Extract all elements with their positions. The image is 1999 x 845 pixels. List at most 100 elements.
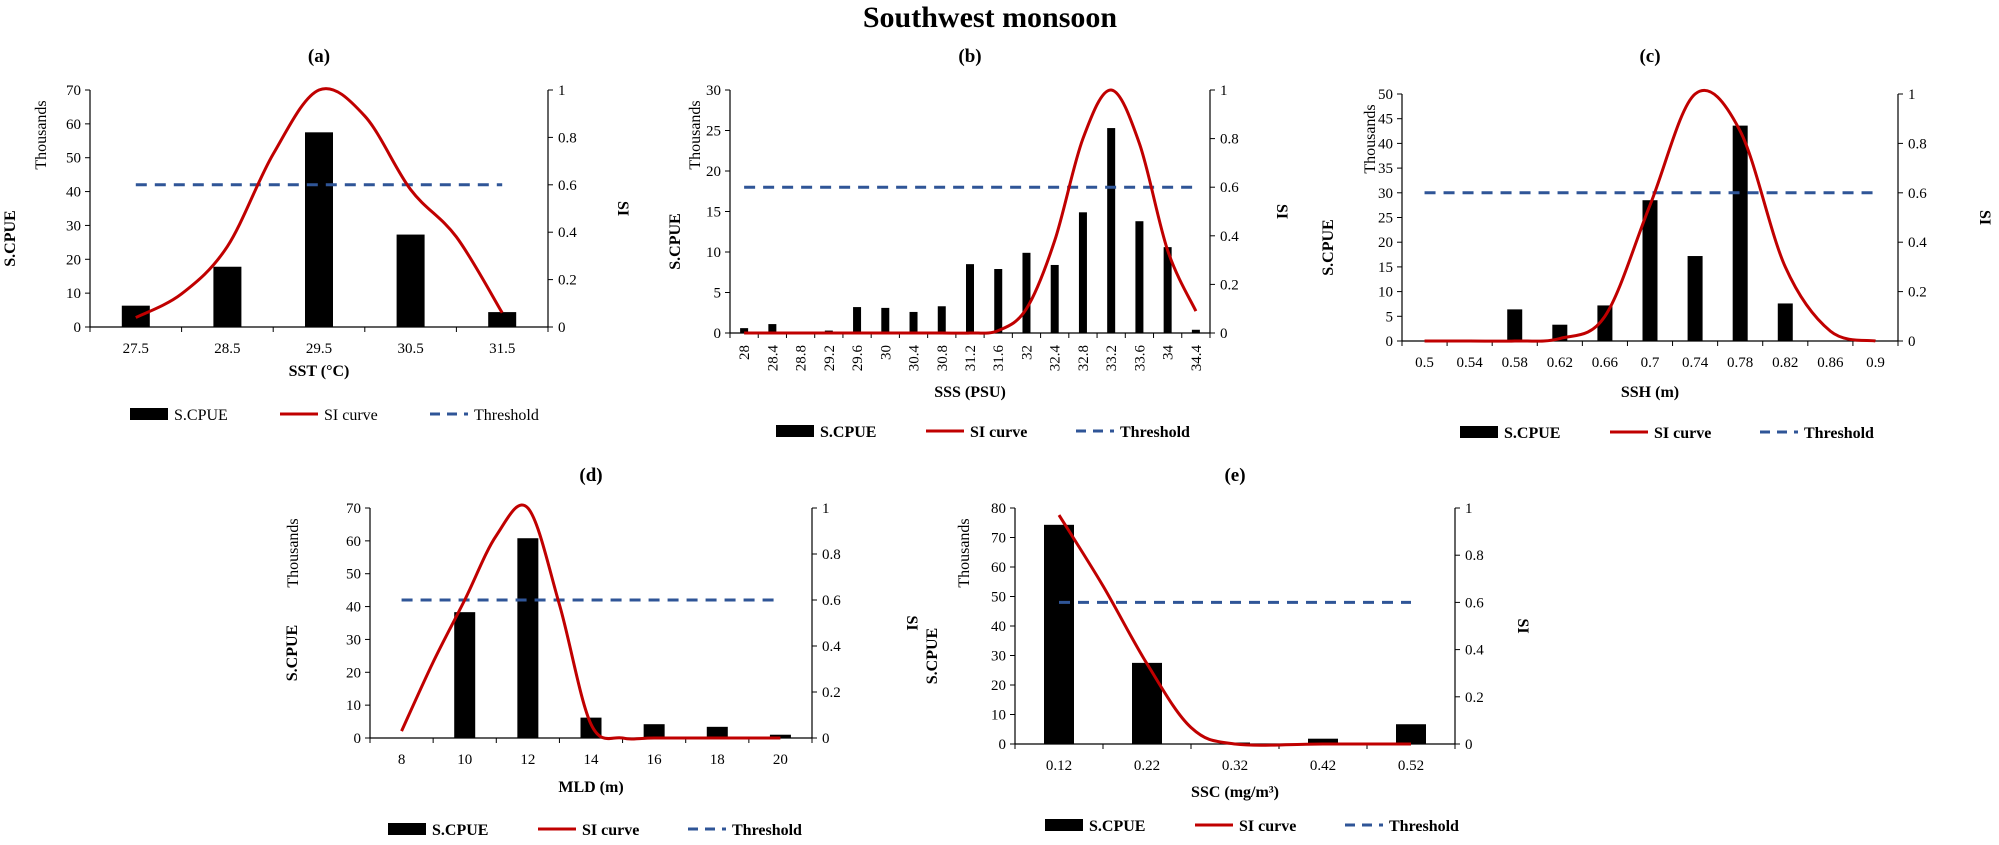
y-tick-label: 0 xyxy=(714,326,722,342)
x-tick-label: 0.62 xyxy=(1547,355,1573,371)
bar-0.82 xyxy=(1777,303,1793,341)
y-tick-label: 40 xyxy=(991,619,1006,635)
x-tick-label: 0.58 xyxy=(1502,355,1528,371)
panel-label-a: (a) xyxy=(308,46,330,67)
x-tick-label: 0.82 xyxy=(1772,355,1798,371)
y-tick-label: 50 xyxy=(346,567,361,583)
y-tick-label: 80 xyxy=(991,501,1006,517)
bar-0.66 xyxy=(1597,305,1613,341)
x-tick-label: 0.12 xyxy=(1046,758,1072,774)
y2-tick-label: 1 xyxy=(1220,83,1228,99)
y-tick-label: 60 xyxy=(991,560,1006,576)
y-tick-label: 60 xyxy=(346,534,361,550)
x-tick-label: 28 xyxy=(737,345,753,360)
legend-bar-label: S.CPUE xyxy=(1504,425,1560,442)
y-tick-label: 30 xyxy=(346,632,361,648)
y2-tick-label: 0.6 xyxy=(1908,186,1927,202)
x-tick-label: 28.8 xyxy=(794,345,810,371)
y2-tick-label: 0.2 xyxy=(822,685,841,701)
y2-tick-label: 1 xyxy=(1465,501,1473,517)
bar-12 xyxy=(517,538,539,738)
bar-28 xyxy=(740,328,749,333)
legend-bar-swatch xyxy=(776,425,814,437)
bar-0.42 xyxy=(1308,738,1338,744)
chart-panel-e: (e) 0 10 20 30 40 50 60 70 80 0 0.2 0.4 0.6 0.8 1 0.12 0.… xyxy=(924,465,1531,835)
legend-bar-swatch xyxy=(388,823,426,835)
x-tick-label: 27.5 xyxy=(123,341,149,357)
panel-label-e: (e) xyxy=(1224,465,1245,486)
y-tick-label: 10 xyxy=(346,698,361,714)
y2-tick-label: 0.4 xyxy=(1465,643,1484,659)
x-tick-label: 14 xyxy=(584,752,600,768)
y-tick-label: 30 xyxy=(991,649,1006,665)
legend-bar-label: S.CPUE xyxy=(432,822,488,839)
y-tick-label: 45 xyxy=(1378,112,1393,128)
x-axis-title: SSS (PSU) xyxy=(934,384,1006,401)
legend-threshold-label: Threshold xyxy=(1120,424,1190,441)
x-tick-label: 0.7 xyxy=(1641,355,1660,371)
x-tick-label: 0.22 xyxy=(1134,758,1160,774)
x-tick-label: 0.5 xyxy=(1415,355,1434,371)
y-axis-units: Thousands xyxy=(956,518,973,587)
bar-29.5 xyxy=(305,132,333,327)
y-tick-label: 70 xyxy=(346,501,361,517)
x-tick-label: 8 xyxy=(398,752,406,768)
x-tick-label: 34 xyxy=(1161,345,1177,361)
y-tick-label: 20 xyxy=(1378,235,1393,251)
x-tick-label: 31.6 xyxy=(991,345,1007,372)
y2-tick-label: 0 xyxy=(822,731,830,747)
y2-tick-label: 0 xyxy=(558,320,566,336)
x-tick-label: 29.5 xyxy=(306,341,332,357)
x-tick-label: 0.78 xyxy=(1727,355,1753,371)
y2-tick-label: 0 xyxy=(1908,334,1916,350)
y2-tick-label: 0.8 xyxy=(1908,136,1927,152)
y-tick-label: 10 xyxy=(991,708,1006,724)
x-tick-label: 0.32 xyxy=(1222,758,1248,774)
y2-tick-label: 0.4 xyxy=(1908,235,1927,251)
y2-axis-title: SI xyxy=(1273,204,1290,219)
chart-panel-a: (a) 0 10 20 30 40 50 60 70 0 0.2 0.4 0.6 0.8 1 27.5 28.5… xyxy=(2,46,631,424)
y-axis-units: Thousands xyxy=(687,100,704,169)
x-axis-title: SST (°C) xyxy=(289,363,350,380)
x-tick-label: 28.5 xyxy=(214,341,240,357)
legend-curve-label: SI curve xyxy=(324,407,378,424)
legend-curve-label: SI curve xyxy=(1239,818,1296,835)
y2-tick-label: 0.2 xyxy=(1465,690,1484,706)
bar-33.2 xyxy=(1107,128,1116,333)
bar-30.8 xyxy=(937,306,946,333)
x-tick-label: 32.8 xyxy=(1076,345,1092,371)
bar-31.5 xyxy=(488,312,517,327)
y2-tick-label: 0.8 xyxy=(1220,132,1239,148)
x-tick-label: 31.5 xyxy=(489,341,515,357)
bar-31.6 xyxy=(994,269,1003,333)
y-tick-label: 15 xyxy=(1378,260,1393,276)
x-axis-title: SSC (mg/m³) xyxy=(1191,784,1279,801)
x-tick-label: 32.4 xyxy=(1048,345,1064,372)
y-tick-label: 30 xyxy=(1378,186,1393,202)
y-tick-label: 40 xyxy=(346,600,361,616)
y2-tick-label: 0.6 xyxy=(1220,180,1239,196)
y-tick-label: 35 xyxy=(1378,161,1393,177)
panel-label-d: (d) xyxy=(579,465,602,486)
legend-curve-label: SI curve xyxy=(970,424,1027,441)
y2-tick-label: 0.2 xyxy=(558,273,577,289)
x-tick-label: 20 xyxy=(773,752,788,768)
legend-threshold-label: Threshold xyxy=(474,407,539,424)
y-axis-title: S.CPUE xyxy=(1320,219,1337,275)
legend-bar-label: S.CPUE xyxy=(174,407,228,424)
legend-threshold-label: Threshold xyxy=(732,822,802,839)
bar-0.58 xyxy=(1507,309,1523,341)
si-curve-line xyxy=(135,87,504,319)
bar-30 xyxy=(881,307,890,333)
bar-32.4 xyxy=(1050,264,1059,333)
bar-34.4 xyxy=(1191,329,1200,333)
y2-axis-title: SI xyxy=(614,201,631,216)
y-tick-label: 0 xyxy=(74,320,82,336)
y2-tick-label: 0.4 xyxy=(1220,229,1239,245)
y-tick-label: 30 xyxy=(66,218,81,234)
x-tick-label: 33.6 xyxy=(1132,345,1148,372)
y-tick-label: 0 xyxy=(1386,334,1394,350)
legend-bar-swatch xyxy=(1045,819,1083,831)
x-tick-label: 30.5 xyxy=(397,341,423,357)
